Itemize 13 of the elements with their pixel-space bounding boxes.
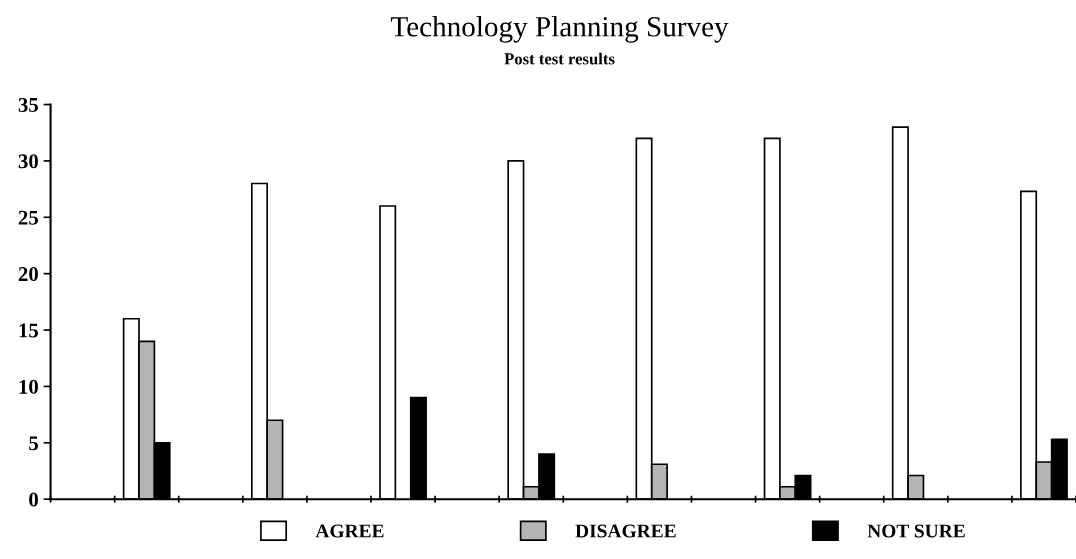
y-tick-label: 10 xyxy=(19,379,38,394)
y-tick-label: 35 xyxy=(18,97,38,112)
y-tick-label: 25 xyxy=(18,210,38,225)
y-tick-label: 0 xyxy=(29,492,38,507)
legend-label: AGREE xyxy=(315,524,384,538)
y-tick-label: 5 xyxy=(29,436,38,451)
y-tick-label: 20 xyxy=(18,267,38,282)
y-tick-label: 15 xyxy=(19,323,38,338)
legend-label: DISAGREE xyxy=(575,524,676,538)
chart-subtitle: Post test results xyxy=(504,52,615,65)
chart-title: Technology Planning Survey xyxy=(390,16,729,43)
y-tick-label: 30 xyxy=(18,154,38,169)
legend-label: NOT SURE xyxy=(867,524,965,538)
